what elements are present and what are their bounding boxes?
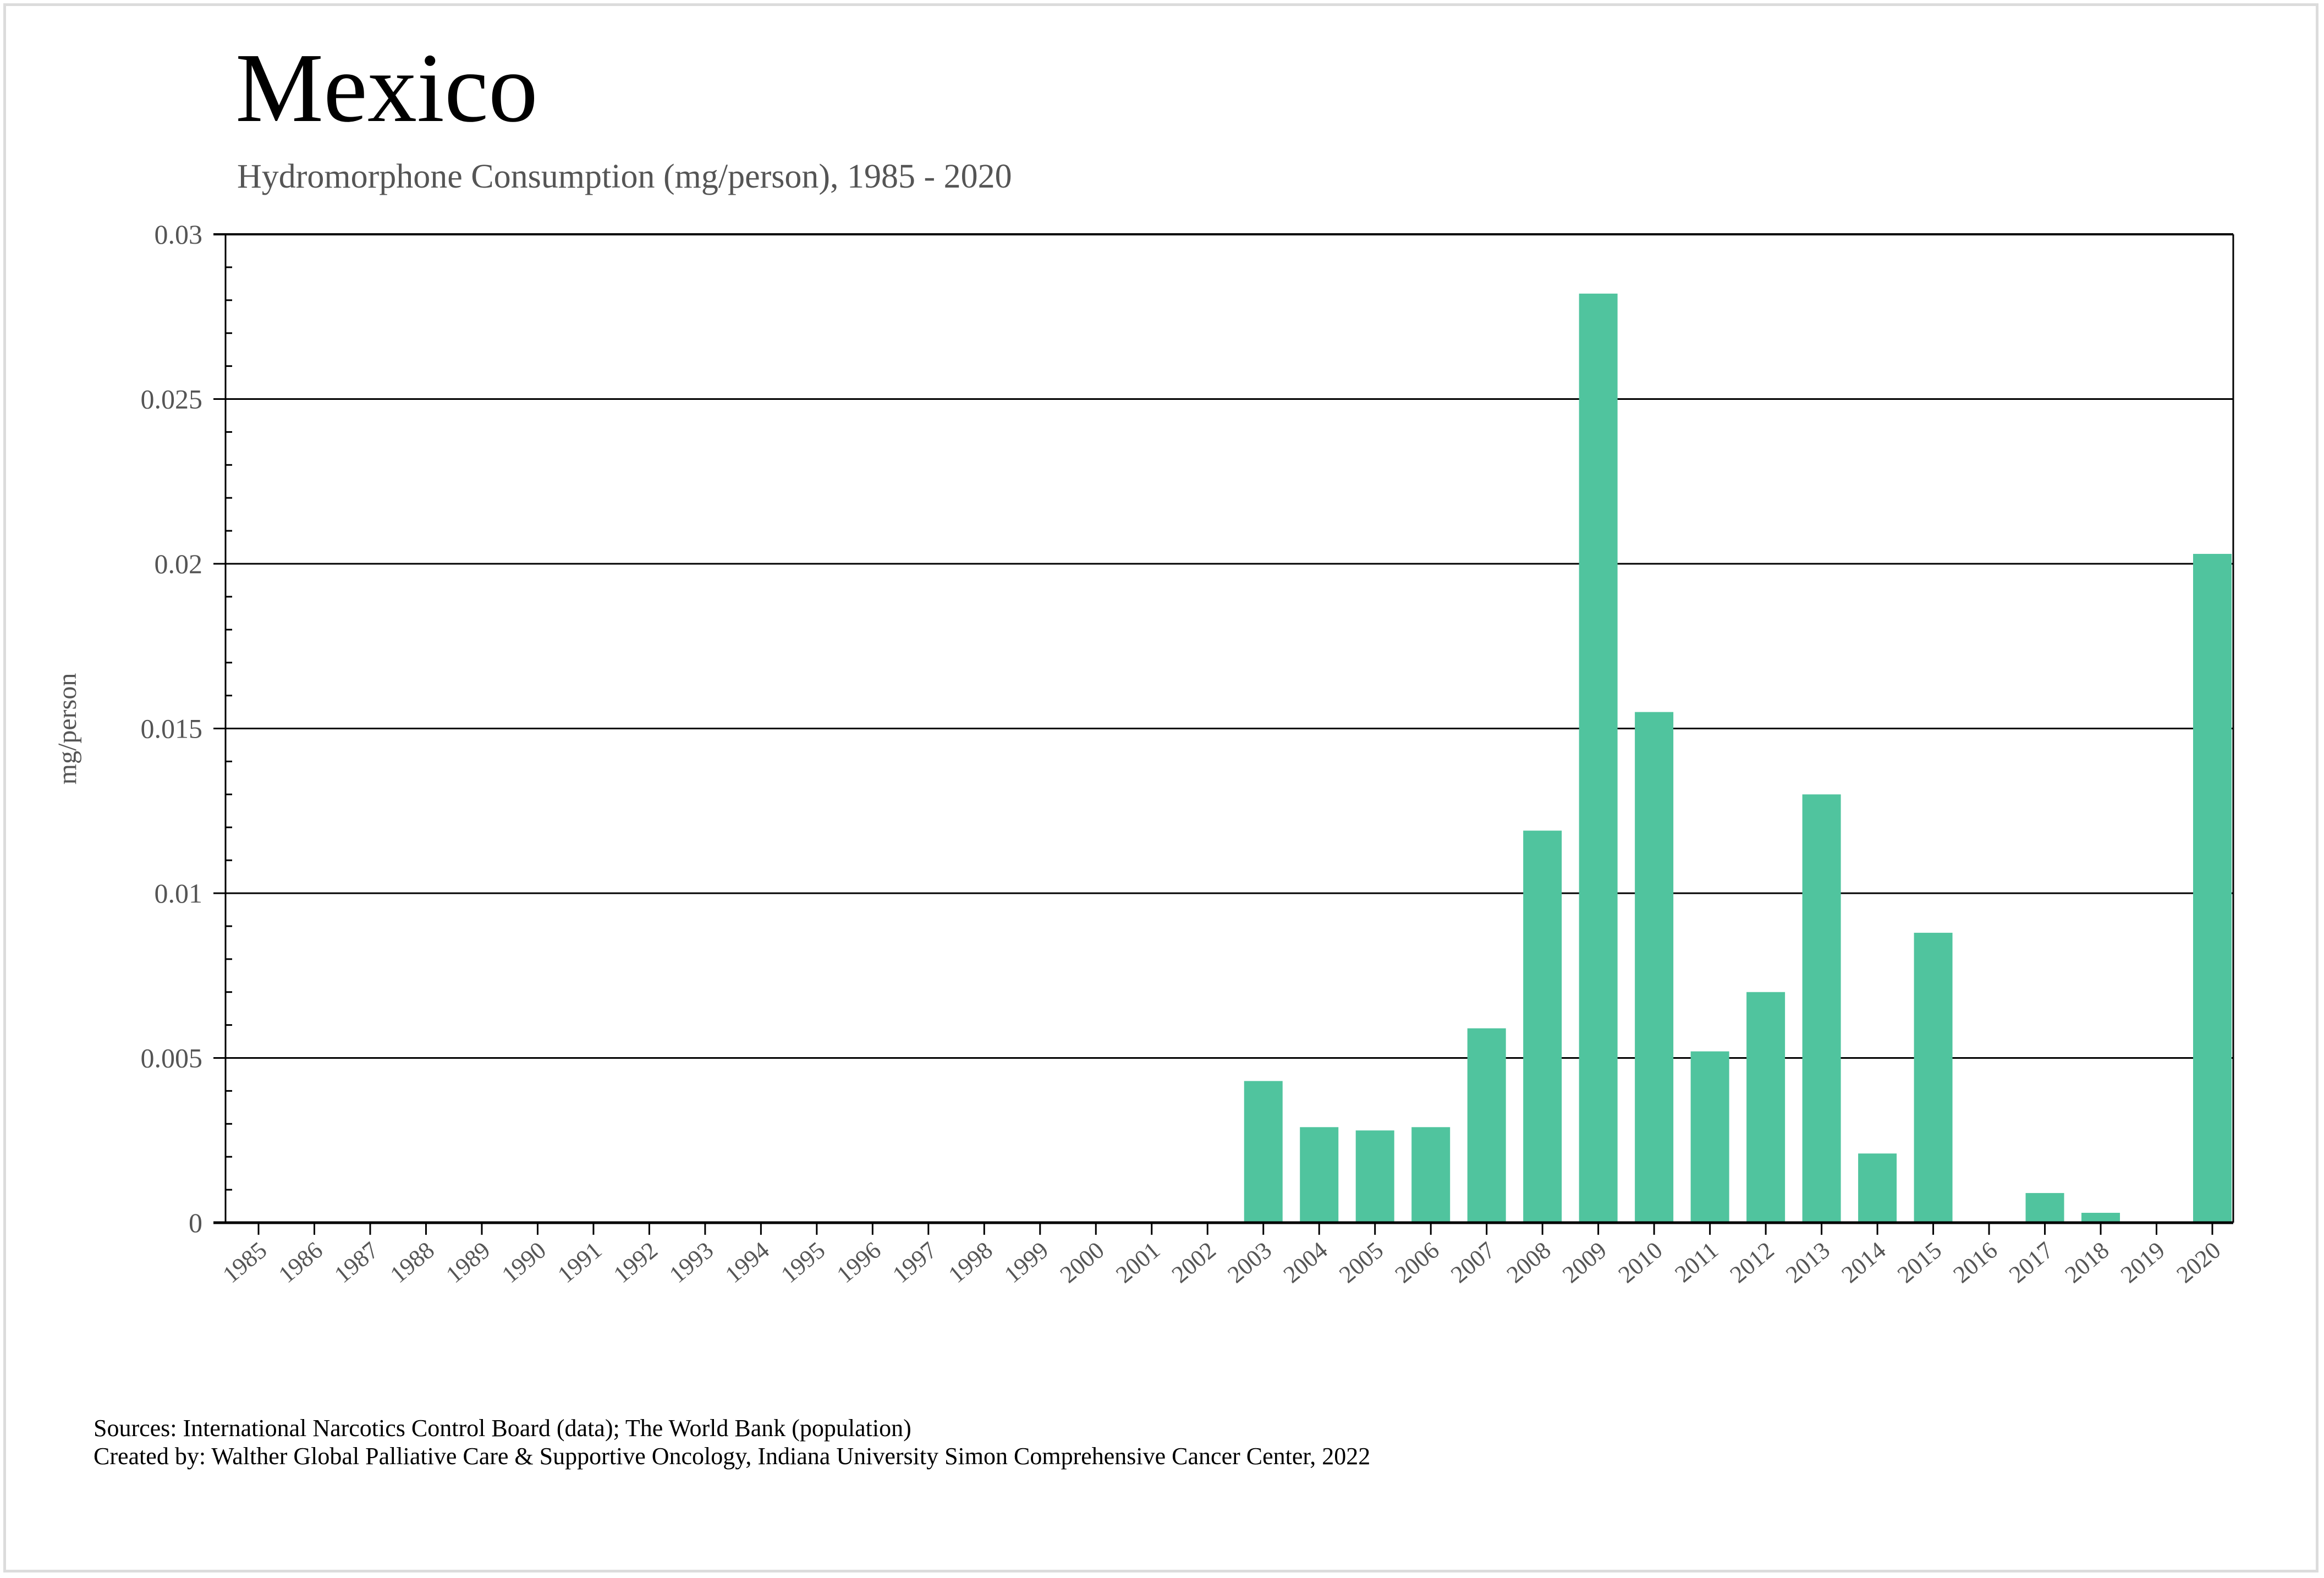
- y-tick-label: 0.01: [155, 878, 203, 909]
- bar-2017: [2025, 1193, 2064, 1223]
- x-tick-label: 2011: [1669, 1236, 1723, 1288]
- x-tick-label: 2020: [2172, 1236, 2226, 1288]
- bar-2007: [1467, 1028, 1506, 1223]
- x-tick-label: 1993: [664, 1236, 718, 1288]
- bar-2003: [1244, 1081, 1283, 1223]
- bar-2013: [1802, 794, 1841, 1223]
- x-tick-label: 2004: [1278, 1236, 1333, 1288]
- x-tick-label: 2005: [1334, 1236, 1388, 1288]
- bar-2012: [1746, 992, 1785, 1223]
- x-tick-label: 2012: [1725, 1236, 1779, 1288]
- x-tick-label: 2002: [1167, 1236, 1221, 1288]
- chart-frame: [3, 3, 2318, 1572]
- y-tick-labels: 0 0.005 0.01 0.015 0.02 0.025 0.03: [141, 219, 203, 1238]
- x-tick-label: 1995: [776, 1236, 830, 1288]
- x-tick-label: 2018: [2060, 1236, 2114, 1288]
- bar-2009: [1579, 293, 1618, 1223]
- bar-2020: [2193, 554, 2232, 1223]
- bar-2010: [1635, 712, 1674, 1223]
- x-tick-label: 1985: [218, 1236, 272, 1288]
- x-tick-label: 2017: [2004, 1236, 2058, 1288]
- x-tick-label: 1994: [720, 1236, 774, 1288]
- bars: [1244, 293, 2232, 1223]
- footer-sources: Sources: International Narcotics Control…: [94, 1415, 911, 1442]
- x-tick-label: 2003: [1222, 1236, 1277, 1288]
- footer-created-by: Created by: Walther Global Palliative Ca…: [94, 1443, 1371, 1470]
- x-tick-label: 2008: [1502, 1236, 1556, 1288]
- x-tick-label: 2010: [1613, 1236, 1668, 1288]
- x-tick-label: 2015: [1892, 1236, 1947, 1288]
- y-tick-label: 0.005: [141, 1043, 203, 1074]
- x-tick-labels: 1985 1986 1987 1988 1989 1990 1991 1992 1993 1994…: [218, 1236, 2226, 1288]
- bar-2008: [1523, 831, 1562, 1223]
- x-tick-label: 1991: [552, 1236, 607, 1288]
- x-tick-label: 1986: [273, 1236, 328, 1288]
- x-tick-label: 1992: [608, 1236, 663, 1288]
- y-tick-label: 0.02: [155, 548, 203, 579]
- x-tick-label: 2016: [1948, 1236, 2003, 1288]
- x-tick-label: 2006: [1390, 1236, 1444, 1288]
- x-tick-label: 2009: [1557, 1236, 1612, 1288]
- x-tick-label: 1987: [329, 1236, 383, 1288]
- y-tick-label: 0: [189, 1207, 202, 1238]
- x-tick-label: 1990: [497, 1236, 551, 1288]
- x-tick-label: 2013: [1781, 1236, 1835, 1288]
- bar-2004: [1300, 1127, 1339, 1223]
- bar-2005: [1355, 1130, 1394, 1223]
- bar-2018: [2081, 1213, 2120, 1223]
- axes: [213, 233, 2234, 1235]
- x-tick-label: 1997: [887, 1236, 942, 1288]
- x-tick-label: 2014: [1837, 1236, 1891, 1288]
- x-tick-label: 1998: [943, 1236, 998, 1288]
- x-tick-label: 2000: [1055, 1236, 1109, 1288]
- x-tick-label: 2001: [1111, 1236, 1165, 1288]
- x-tick-label: 1996: [832, 1236, 886, 1288]
- bar-2011: [1690, 1051, 1729, 1223]
- bar-2015: [1914, 932, 1953, 1223]
- x-tick-label: 1989: [441, 1236, 495, 1288]
- bar-2014: [1858, 1153, 1897, 1223]
- x-tick-label: 1988: [385, 1236, 439, 1288]
- y-tick-label: 0.03: [155, 219, 203, 250]
- x-tick-label: 1999: [999, 1236, 1053, 1288]
- y-tick-label: 0.015: [141, 713, 203, 744]
- chart-subtitle: Hydromorphone Consumption (mg/person), 1…: [237, 158, 1012, 195]
- chart-title: Mexico: [235, 33, 538, 142]
- x-tick-label: 2019: [2116, 1236, 2170, 1288]
- y-tick-label: 0.025: [141, 384, 203, 415]
- y-axis-label: mg/person: [53, 673, 82, 785]
- bar-2006: [1411, 1127, 1451, 1223]
- x-tick-label: 2007: [1446, 1236, 1500, 1288]
